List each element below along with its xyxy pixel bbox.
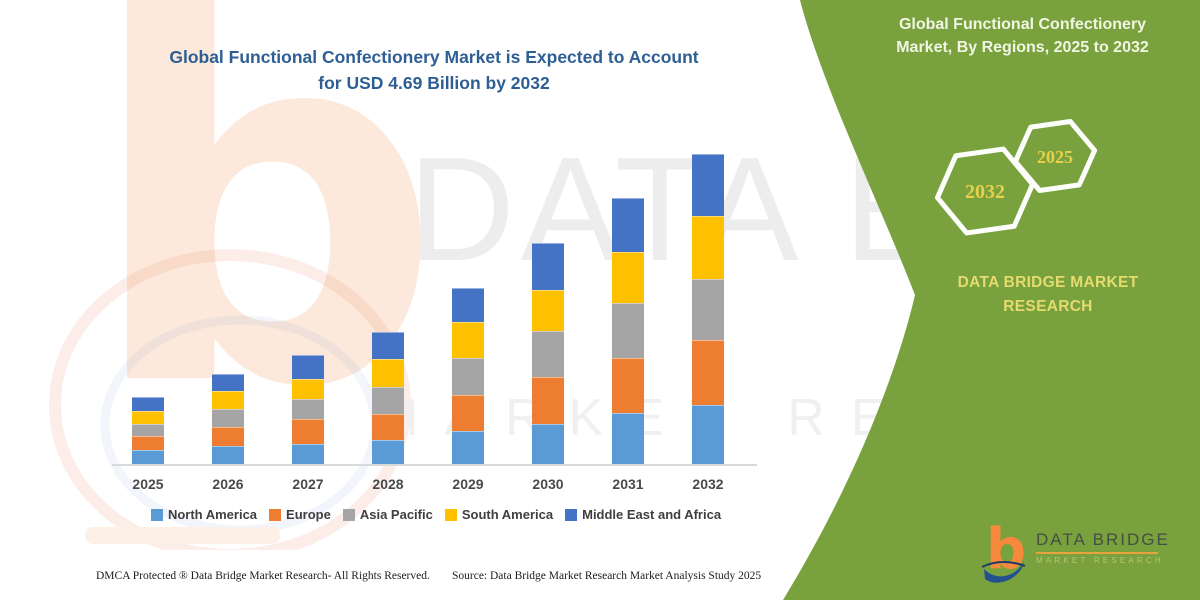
x-axis-label-2025: 2025 (132, 476, 164, 492)
logo-subtitle: MARKET RESEARCH (1036, 556, 1164, 565)
bar-segment-asia-pacific (452, 358, 484, 395)
hexagon-badges: 2032 2025 (934, 119, 1098, 236)
footer-dmca-text: DMCA Protected ® Data Bridge Market Rese… (96, 570, 430, 582)
logo-title: DATA BRIDGE (1036, 530, 1170, 549)
bar-segment-north-america (612, 413, 644, 465)
bar-2027 (292, 355, 324, 465)
bar-segment-middle-east-and-africa (692, 154, 724, 216)
chart-legend: North America Europe Asia Pacific South Ame… (112, 507, 760, 522)
bar-segment-europe (292, 419, 324, 444)
brand-text: DATA BRIDGE MARKET RESEARCH (932, 271, 1164, 319)
legend-label: Middle East and Africa (582, 507, 722, 522)
panel-title: Global Functional Confectionery Market, … (850, 13, 1195, 59)
watermark-band (85, 527, 280, 544)
bar-segment-south-america (372, 359, 404, 387)
bar-segment-asia-pacific (292, 399, 324, 419)
bar-segment-south-america (212, 391, 244, 409)
bar-2032 (692, 154, 724, 465)
hexagon-2025-outline (1012, 119, 1098, 193)
bar-segment-north-america (292, 444, 324, 465)
logo-b-icon: b (982, 518, 1026, 583)
bar-segment-middle-east-and-africa (372, 332, 404, 359)
bar-segment-asia-pacific (212, 409, 244, 427)
panel-title-line2: Market, By Regions, 2025 to 2032 (896, 39, 1149, 56)
bar-segment-asia-pacific (132, 424, 164, 436)
bar-2030 (532, 243, 564, 465)
bar-2029 (452, 288, 484, 465)
legend-swatch (444, 508, 457, 521)
bar-segment-south-america (612, 252, 644, 303)
brand-text-line2: RESEARCH (1003, 298, 1093, 315)
bar-segment-north-america (452, 431, 484, 465)
x-axis-label-2032: 2032 (692, 476, 724, 492)
bar-segment-south-america (452, 322, 484, 358)
bar-2026 (212, 374, 244, 465)
legend-item-north-america: North America (150, 507, 258, 522)
bar-segment-north-america (132, 450, 164, 465)
bar-segment-north-america (212, 446, 244, 465)
bar-segment-north-america (532, 424, 564, 465)
bar-2031 (612, 198, 644, 465)
panel-title-line1: Global Functional Confectionery (898, 16, 1147, 33)
bar-segment-south-america (692, 216, 724, 279)
bar-2028 (372, 332, 404, 465)
bar-segment-south-america (292, 379, 324, 399)
x-axis-label-2027: 2027 (292, 476, 324, 492)
bar-segment-south-america (132, 411, 164, 424)
databridge-logo: b DATA BRIDGE MARKET RESEARCH (982, 518, 1170, 584)
x-axis-label-2026: 2026 (212, 476, 244, 492)
hexagon-2025-label: 2025 (1037, 147, 1073, 167)
legend-label: Europe (286, 507, 331, 522)
x-axis-label-2031: 2031 (612, 476, 644, 492)
bar-segment-middle-east-and-africa (452, 288, 484, 322)
svg-text:b: b (986, 518, 1026, 582)
legend-label: South America (461, 507, 554, 522)
logo-text-block: DATA BRIDGE MARKET RESEARCH (1036, 530, 1170, 565)
chart-title-line1: Global Functional Confectionery Market i… (169, 47, 699, 67)
x-axis-line (112, 464, 757, 466)
bar-segment-asia-pacific (692, 279, 724, 340)
bar-segment-europe (132, 436, 164, 450)
bar-segment-europe (532, 377, 564, 424)
bar-segment-europe (692, 340, 724, 405)
bar-segment-middle-east-and-africa (532, 243, 564, 290)
brand-text-line1: DATA BRIDGE MARKET (957, 274, 1139, 291)
bar-segment-middle-east-and-africa (612, 198, 644, 252)
logo-swoosh-icon (984, 562, 1024, 583)
x-axis-label-2029: 2029 (452, 476, 484, 492)
bar-segment-asia-pacific (612, 303, 644, 358)
legend-item-asia-pacific: Asia Pacific (342, 507, 433, 522)
chart-title-line2: for USD 4.69 Billion by 2032 (318, 73, 550, 93)
bar-segment-north-america (692, 405, 724, 465)
bar-segment-middle-east-and-africa (292, 355, 324, 379)
legend-swatch (342, 508, 355, 521)
bar-segment-asia-pacific (372, 387, 404, 414)
bar-segment-north-america (372, 440, 404, 465)
chart-title: Global Functional Confectionery Market i… (104, 44, 764, 96)
legend-swatch (150, 508, 163, 521)
legend-label: North America (167, 507, 258, 522)
hexagon-2032-label: 2032 (965, 181, 1005, 203)
bar-segment-asia-pacific (532, 331, 564, 377)
bar-segment-south-america (532, 290, 564, 331)
legend-item-south-america: South America (444, 507, 554, 522)
legend-item-middle-east-and-africa: Middle East and Africa (565, 507, 721, 522)
bar-2025 (132, 397, 164, 465)
legend-swatch (565, 508, 578, 521)
legend-label: Asia Pacific (359, 507, 433, 522)
bar-segment-europe (452, 395, 484, 431)
bar-segment-middle-east-and-africa (212, 374, 244, 391)
x-axis-label-2028: 2028 (372, 476, 404, 492)
x-axis-label-2030: 2030 (532, 476, 564, 492)
logo-underline (1036, 552, 1158, 554)
bar-segment-europe (372, 414, 404, 440)
bar-segment-middle-east-and-africa (132, 397, 164, 411)
bar-segment-europe (212, 427, 244, 446)
footer-source-text: Source: Data Bridge Market Research Mark… (452, 570, 762, 582)
bar-segment-europe (612, 358, 644, 413)
legend-swatch (269, 508, 282, 521)
legend-item-europe: Europe (269, 507, 331, 522)
